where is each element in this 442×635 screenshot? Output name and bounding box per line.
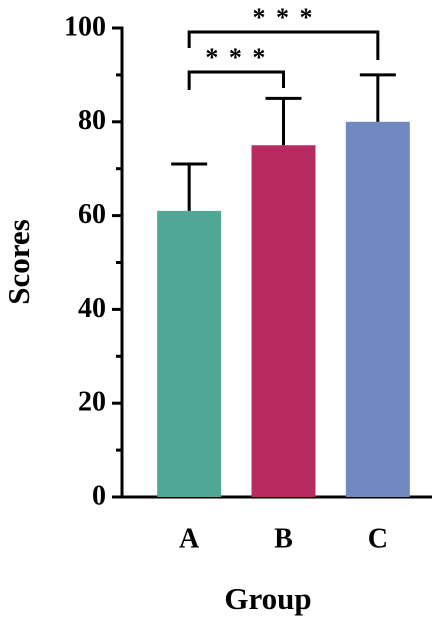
bar <box>345 121 410 498</box>
x-tick-label: B <box>274 523 293 554</box>
y-tick-label: 40 <box>78 293 106 324</box>
bar <box>157 210 222 497</box>
x-tick-label: C <box>368 523 388 554</box>
x-axis-label: Group <box>224 581 311 616</box>
significance-bracket <box>187 30 380 60</box>
bar <box>251 145 316 497</box>
y-tick-label: 60 <box>78 199 106 230</box>
x-tick-label: A <box>179 523 200 554</box>
y-axis-label: Scores <box>1 219 36 305</box>
significance-label: * * * <box>205 43 267 72</box>
significance-label: * * * <box>253 3 315 32</box>
y-tick-label: 20 <box>78 387 106 418</box>
significance-bracket <box>187 70 285 90</box>
y-tick-label: 80 <box>78 105 106 136</box>
y-tick-label: 0 <box>92 480 106 511</box>
y-tick-label: 100 <box>64 11 106 42</box>
